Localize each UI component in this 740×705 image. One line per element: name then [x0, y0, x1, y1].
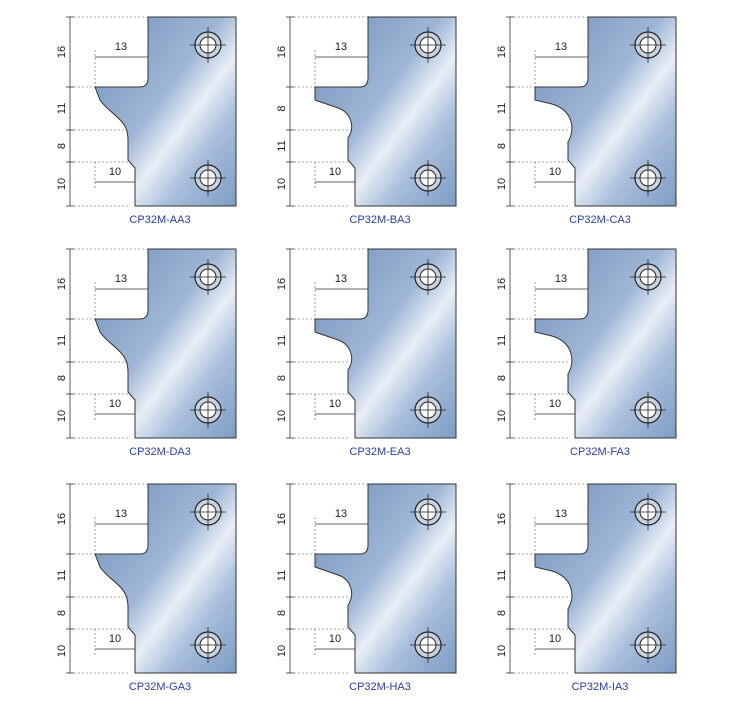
vertical-dimension: 8 — [56, 610, 68, 616]
profile-caption: CP32M-FA3 — [570, 446, 630, 458]
width-dimension: 10 — [549, 166, 561, 178]
profile-cell: 16 11 8 10 13 10 CP32M-AA3 — [56, 16, 237, 226]
width-dimension: 10 — [329, 398, 341, 410]
width-dimension: 13 — [335, 508, 347, 520]
vertical-dimension: 8 — [496, 375, 508, 381]
vertical-dimension: 11 — [496, 103, 508, 114]
profile-caption: CP32M-DA3 — [129, 446, 191, 458]
vertical-dimension: 11 — [496, 570, 508, 581]
cutter-plate — [94, 248, 237, 439]
vertical-dimension: 11 — [56, 103, 68, 114]
vertical-dimension: 8 — [276, 375, 288, 381]
vertical-dimension: 8 — [496, 610, 508, 616]
width-dimension: 13 — [115, 41, 127, 53]
vertical-dimension: 11 — [276, 335, 288, 346]
width-dimension: 10 — [329, 633, 341, 645]
width-dimension: 10 — [549, 633, 561, 645]
profile-cell: 16 11 8 10 13 10 CP32M-DA3 — [56, 248, 237, 458]
vertical-dimension: 16 — [276, 513, 288, 525]
vertical-dimension: 16 — [276, 46, 288, 58]
vertical-dimension: 10 — [496, 410, 508, 422]
vertical-dimension: 11 — [496, 335, 508, 346]
cutter-plate — [534, 483, 677, 674]
cutter-plate — [314, 483, 457, 674]
width-dimension: 13 — [115, 273, 127, 285]
vertical-dimension: 16 — [276, 278, 288, 290]
width-dimension: 13 — [335, 41, 347, 53]
vertical-dimension: 10 — [276, 645, 288, 657]
width-dimension: 13 — [555, 41, 567, 53]
vertical-dimension: 8 — [276, 610, 288, 616]
width-dimension: 10 — [109, 166, 121, 178]
width-dimension: 13 — [115, 508, 127, 520]
profile-caption: CP32M-HA3 — [349, 681, 411, 693]
profile-cell: 16 11 8 10 13 10 CP32M-EA3 — [276, 248, 457, 458]
width-dimension: 10 — [329, 166, 341, 178]
vertical-dimension: 16 — [56, 46, 68, 58]
vertical-dimension: 16 — [496, 513, 508, 525]
profile-cell: 16 11 8 10 13 10 CP32M-CA3 — [496, 16, 677, 226]
profile-cell: 16 11 8 10 13 10 CP32M-HA3 — [276, 483, 457, 693]
profile-caption: CP32M-CA3 — [569, 214, 631, 226]
vertical-dimension: 11 — [276, 570, 288, 581]
vertical-dimension: 10 — [56, 645, 68, 657]
vertical-dimension: 10 — [496, 645, 508, 657]
vertical-dimension: 11 — [276, 140, 288, 151]
profile-caption: CP32M-EA3 — [349, 446, 410, 458]
vertical-dimension: 16 — [496, 46, 508, 58]
profile-caption: CP32M-BA3 — [349, 214, 410, 226]
profile-cell: 16 8 11 10 13 10 CP32M-BA3 — [276, 16, 457, 226]
vertical-dimension: 8 — [496, 143, 508, 149]
profile-caption: CP32M-GA3 — [129, 681, 191, 693]
profile-caption: CP32M-IA3 — [572, 681, 629, 693]
vertical-dimension: 16 — [56, 278, 68, 290]
width-dimension: 13 — [555, 508, 567, 520]
profile-cell: 16 11 8 10 13 10 CP32M-FA3 — [496, 248, 677, 458]
vertical-dimension: 11 — [56, 570, 68, 581]
vertical-dimension: 10 — [276, 178, 288, 190]
cutter-plate — [534, 248, 677, 439]
width-dimension: 10 — [109, 398, 121, 410]
cutter-plate — [534, 16, 677, 207]
vertical-dimension: 10 — [56, 410, 68, 422]
profile-cell: 16 11 8 10 13 10 CP32M-IA3 — [496, 483, 677, 693]
vertical-dimension: 8 — [56, 375, 68, 381]
cutter-plate — [94, 483, 237, 674]
vertical-dimension: 8 — [276, 105, 288, 111]
vertical-dimension: 10 — [496, 178, 508, 190]
width-dimension: 13 — [555, 273, 567, 285]
width-dimension: 10 — [549, 398, 561, 410]
vertical-dimension: 10 — [276, 410, 288, 422]
cutter-plate — [94, 16, 237, 207]
vertical-dimension: 16 — [496, 278, 508, 290]
vertical-dimension: 10 — [56, 178, 68, 190]
cutter-plate — [314, 16, 457, 207]
cutter-plate — [314, 248, 457, 439]
vertical-dimension: 16 — [56, 513, 68, 525]
vertical-dimension: 11 — [56, 335, 68, 346]
profile-caption: CP32M-AA3 — [129, 214, 190, 226]
width-dimension: 10 — [109, 633, 121, 645]
profile-cell: 16 11 8 10 13 10 CP32M-GA3 — [56, 483, 237, 693]
vertical-dimension: 8 — [56, 143, 68, 149]
width-dimension: 13 — [335, 273, 347, 285]
